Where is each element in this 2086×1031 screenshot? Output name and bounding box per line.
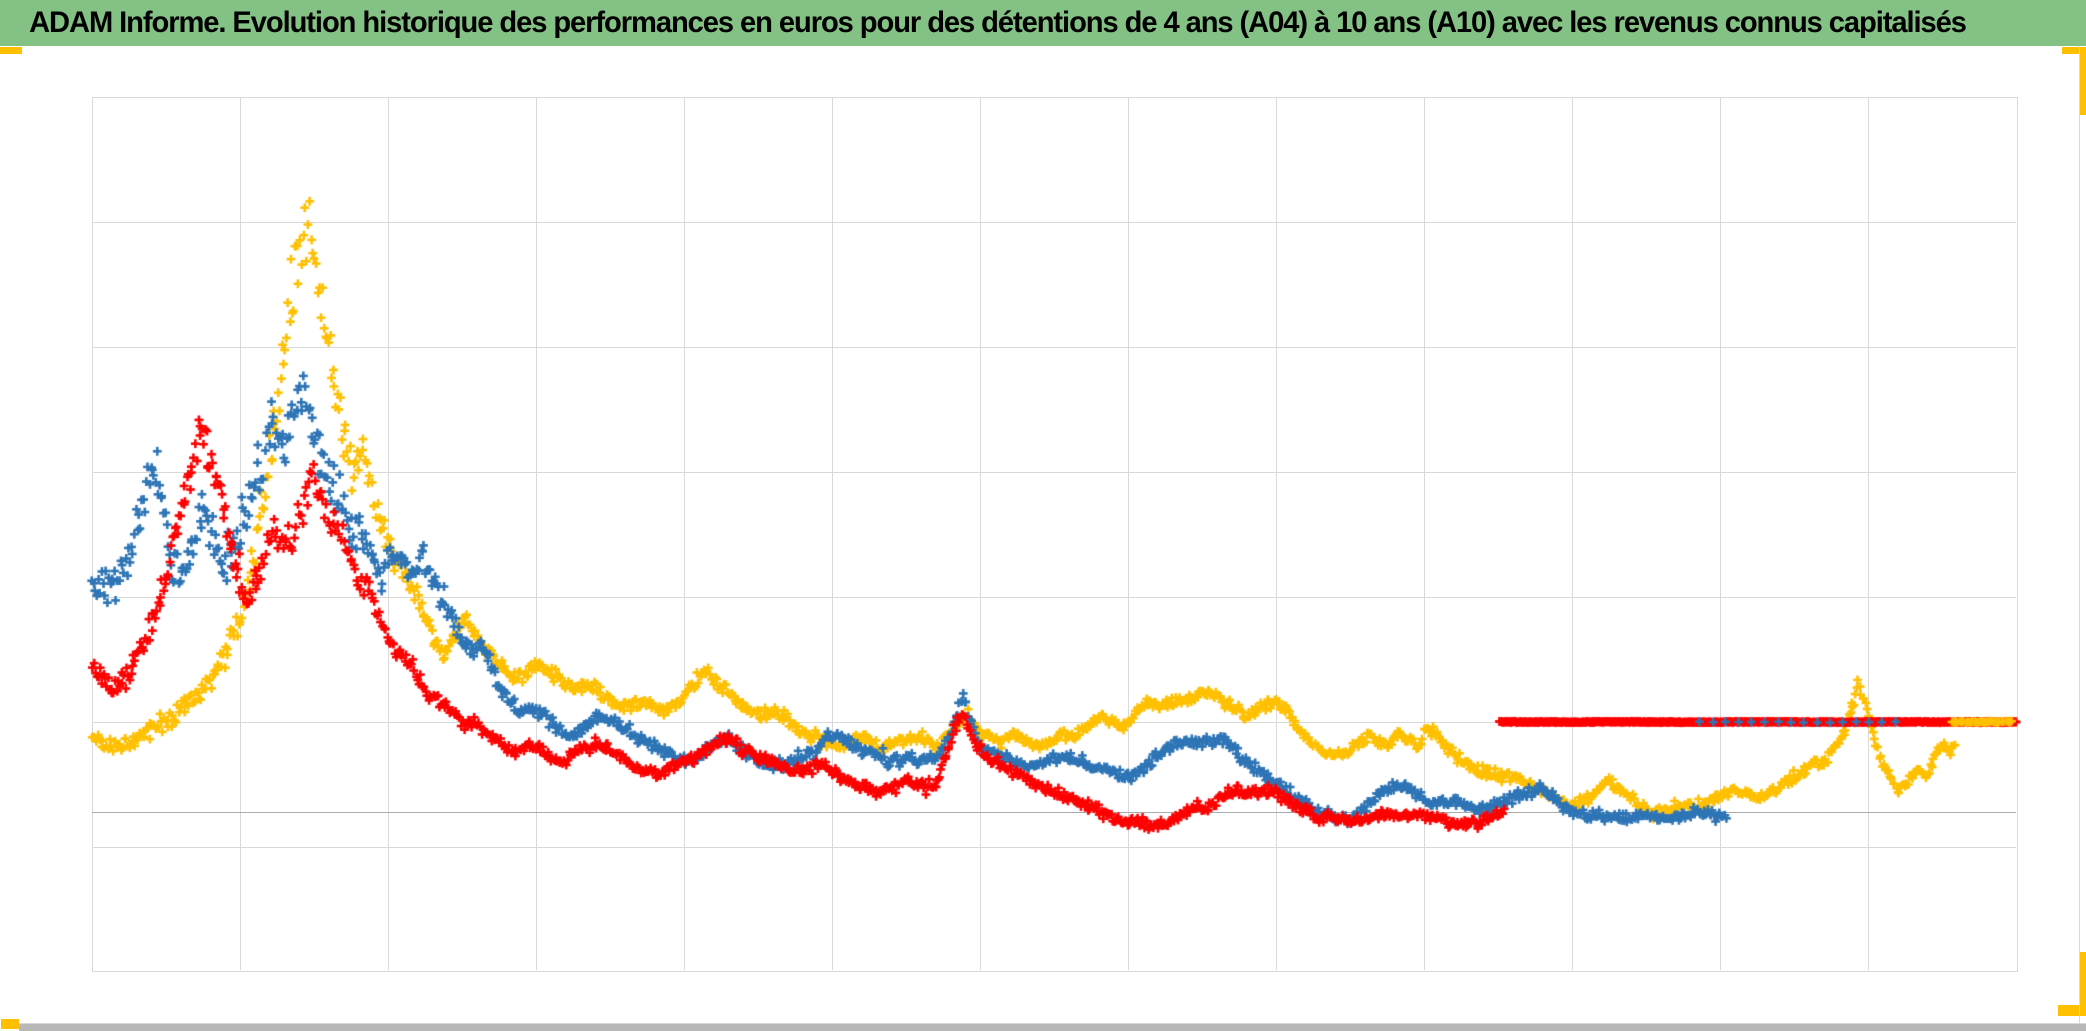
chart-canvas[interactable] xyxy=(0,0,2086,1031)
spreadsheet-view: ADAM Informe. Evolution historique des p… xyxy=(0,0,2086,1031)
